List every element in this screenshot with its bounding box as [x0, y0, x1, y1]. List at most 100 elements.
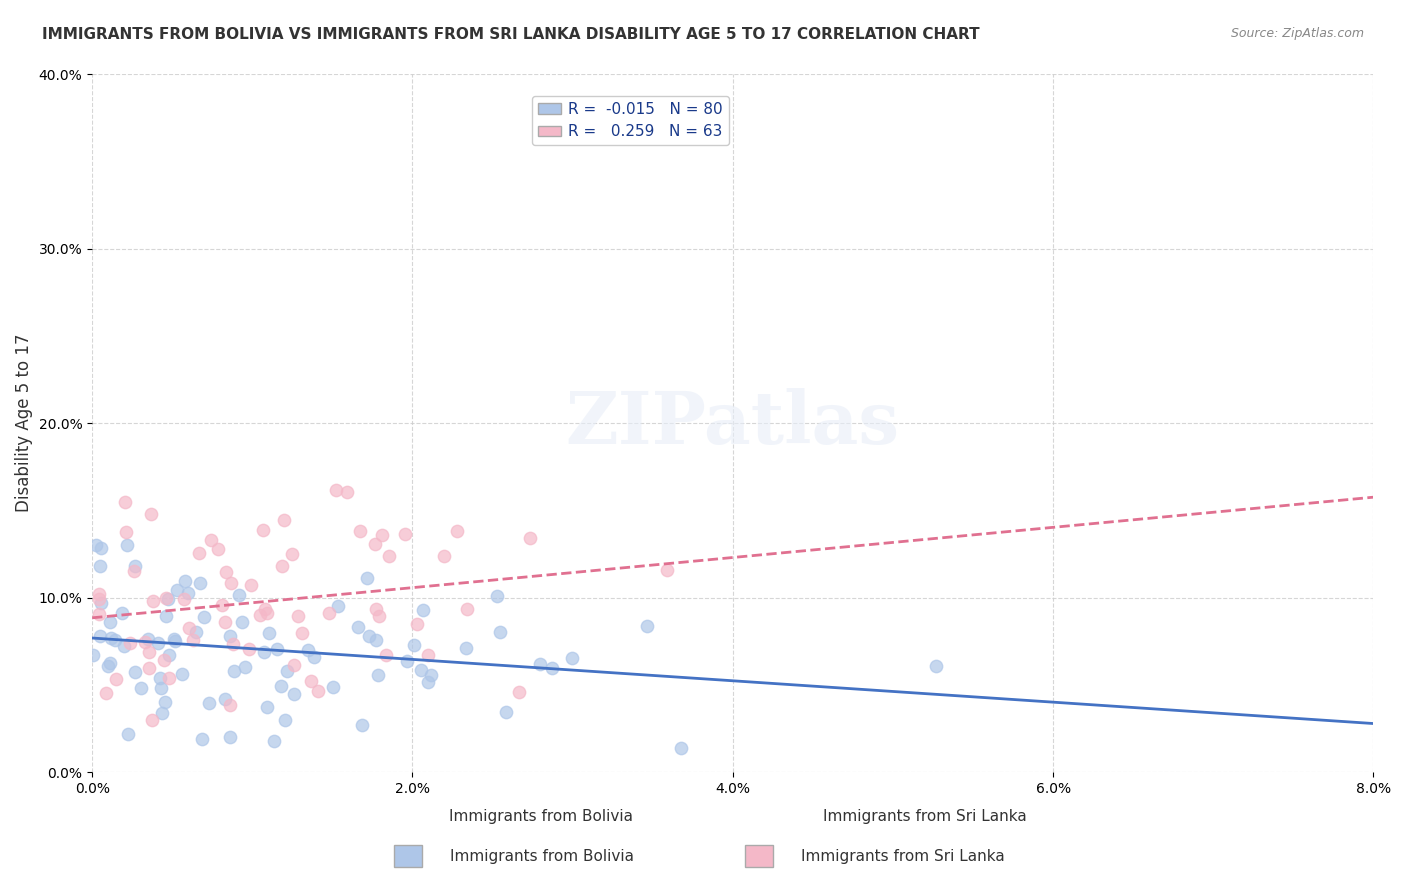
Point [541, 661, 564, 675]
Point [219, 730, 242, 744]
Point [239, 578, 262, 592]
Point [454, 641, 477, 656]
Point [297, 643, 319, 657]
Point [263, 733, 285, 747]
Point [173, 591, 195, 606]
Point [346, 620, 368, 634]
Point [100, 631, 122, 645]
Point [157, 671, 180, 685]
Point [114, 495, 136, 509]
Point [252, 645, 274, 659]
Point [219, 629, 242, 643]
Point [529, 657, 551, 672]
Point [367, 668, 389, 682]
Point [433, 549, 456, 563]
Point [281, 547, 304, 561]
Point [124, 665, 146, 680]
Point [118, 636, 141, 650]
Point [219, 576, 242, 591]
Point [256, 700, 278, 714]
Point [184, 624, 207, 639]
Point [238, 642, 260, 657]
Point [249, 607, 271, 622]
Point [188, 576, 211, 591]
Point [416, 648, 439, 663]
Point [420, 668, 443, 682]
Point [218, 698, 240, 712]
Point [100, 615, 122, 629]
Point [283, 687, 305, 701]
Legend: R =  -0.015   N = 80, R =   0.259   N = 63: R = -0.015 N = 80, R = 0.259 N = 63 [531, 95, 728, 145]
Point [214, 692, 236, 706]
Point [139, 507, 162, 521]
Point [276, 664, 298, 678]
Point [394, 527, 416, 541]
Point [364, 633, 387, 648]
Point [129, 681, 152, 695]
Point [409, 663, 432, 677]
Point [90, 597, 112, 611]
Point [655, 563, 678, 577]
Point [187, 546, 209, 560]
Point [270, 679, 292, 693]
Point [104, 633, 127, 648]
Point [200, 533, 222, 547]
Text: Immigrants from Bolivia: Immigrants from Bolivia [449, 809, 633, 824]
Point [291, 626, 314, 640]
Point [395, 654, 418, 668]
Point [97, 658, 120, 673]
Text: Source: ZipAtlas.com: Source: ZipAtlas.com [1230, 27, 1364, 40]
Point [89, 630, 111, 644]
Y-axis label: Disability Age 5 to 17: Disability Age 5 to 17 [15, 334, 32, 513]
Text: Immigrants from Sri Lanka: Immigrants from Sri Lanka [823, 809, 1026, 824]
Point [299, 674, 322, 689]
Point [177, 621, 200, 635]
Point [90, 541, 112, 555]
Point [377, 549, 399, 563]
Point [153, 695, 176, 709]
Text: Immigrants from Sri Lanka: Immigrants from Sri Lanka [801, 849, 1005, 863]
Point [89, 587, 111, 601]
Point [495, 706, 517, 720]
Point [149, 671, 172, 685]
Point [155, 591, 177, 606]
Point [374, 648, 396, 662]
Point [318, 606, 340, 620]
Point [111, 606, 134, 620]
Point [446, 524, 468, 538]
Point [138, 645, 160, 659]
Point [207, 542, 229, 557]
Point [211, 598, 233, 612]
Point [136, 632, 159, 647]
Point [177, 586, 200, 600]
Point [157, 648, 180, 663]
Point [364, 601, 387, 615]
Point [115, 524, 138, 539]
Point [165, 634, 187, 648]
Point [274, 713, 297, 727]
Point [122, 565, 145, 579]
Point [89, 559, 111, 574]
Point [115, 539, 138, 553]
Point [283, 658, 305, 673]
Point [84, 538, 107, 552]
Point [166, 583, 188, 598]
Point [352, 717, 374, 731]
Point [266, 641, 288, 656]
Point [357, 629, 380, 643]
Point [141, 714, 163, 728]
Point [257, 626, 280, 640]
Point [418, 675, 440, 690]
Point [150, 706, 173, 720]
Point [94, 686, 117, 700]
Point [287, 608, 309, 623]
Point [508, 685, 530, 699]
Text: IMMIGRANTS FROM BOLIVIA VS IMMIGRANTS FROM SRI LANKA DISABILITY AGE 5 TO 17 CORR: IMMIGRANTS FROM BOLIVIA VS IMMIGRANTS FR… [42, 27, 980, 42]
Point [364, 536, 387, 550]
Text: ZIPatlas: ZIPatlas [565, 388, 900, 458]
Point [228, 588, 250, 602]
Point [149, 681, 172, 695]
Point [368, 609, 391, 624]
Point [231, 615, 253, 630]
Point [198, 696, 221, 710]
